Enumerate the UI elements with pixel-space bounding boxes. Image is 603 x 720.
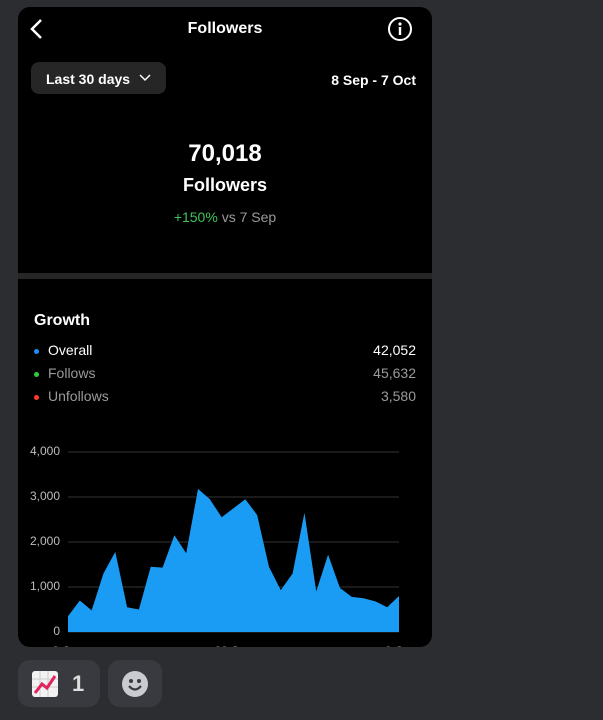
growth-title: Growth [34, 312, 90, 329]
growth-chart: 0 1,000 2,000 3,000 4,000 8 Sep 22 Sep 6 Oct [30, 444, 414, 647]
row-label: Overall [48, 342, 93, 358]
legend-dot [34, 372, 39, 377]
x-tick-label: 6 Oct [385, 644, 414, 647]
follower-label: Followers [182, 175, 267, 195]
y-tick-label: 3,000 [30, 489, 60, 503]
y-tick-label: 4,000 [30, 444, 60, 458]
row-label: Unfollows [48, 388, 109, 404]
divider [18, 273, 432, 279]
change-line: +150% vs 7 Sep [18, 209, 432, 225]
area [68, 488, 399, 632]
x-tick-label: 8 Sep [52, 644, 84, 647]
comparison: vs 7 Sep [221, 209, 277, 225]
change: +150% [173, 209, 218, 225]
range-dropdown[interactable]: Last 30 days [31, 62, 166, 94]
y-tick-label: 0 [53, 624, 60, 638]
back-button[interactable] [26, 17, 50, 41]
legend-dot [34, 349, 39, 354]
legend-dot [34, 395, 39, 400]
add-reaction[interactable] [108, 660, 162, 707]
y-tick-label: 1,000 [30, 579, 60, 593]
info-button[interactable] [387, 16, 413, 42]
follower-count: 70,018 [188, 140, 262, 167]
smiley-icon [122, 671, 148, 697]
row-value: 42,052 [373, 342, 416, 358]
row-value: 3,580 [380, 388, 416, 404]
y-tick-label: 2,000 [30, 534, 60, 548]
reaction-count: 1 [72, 671, 85, 696]
title: Followers [187, 20, 263, 37]
range-label: Last 30 days [46, 71, 131, 87]
chart-emoji [32, 671, 58, 697]
reaction-chart[interactable]: 1 [18, 660, 100, 707]
date-range: 8 Sep - 7 Oct [331, 72, 416, 88]
insights-card: Followers Last 30 days 8 Sep - 7 Oct 70,… [18, 7, 432, 647]
x-tick-label: 22 Sep [214, 644, 252, 647]
row-label: Follows [48, 365, 96, 381]
row-value: 45,632 [373, 365, 416, 381]
